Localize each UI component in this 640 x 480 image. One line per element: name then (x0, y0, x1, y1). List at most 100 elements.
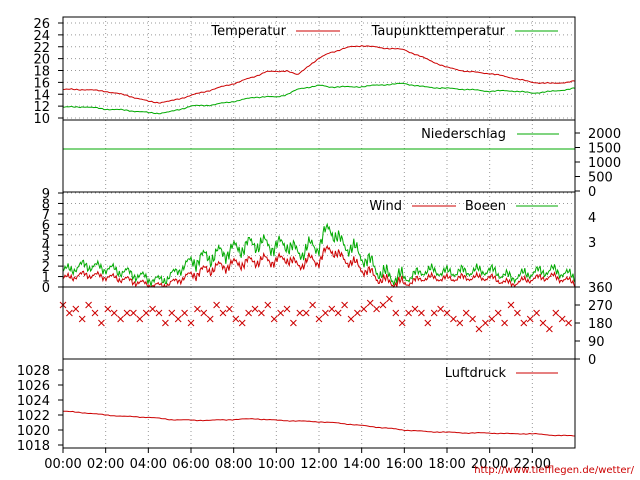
y-tick-label: 500 (588, 171, 613, 186)
legend-label: Boeen (465, 199, 506, 214)
wind-direction-point (104, 305, 112, 313)
y-tick-label: 1018 (17, 439, 50, 454)
legend-label: Niederschlag (421, 127, 506, 142)
y-tick-label: 7 (42, 208, 50, 223)
wind-direction-point (565, 319, 572, 327)
x-tick-label: 22:00 (514, 457, 551, 472)
y-tick-label: 360 (588, 281, 613, 296)
y-tick-label: 1000 (588, 156, 621, 171)
x-tick-label: 00:00 (44, 457, 81, 472)
panel-4: 0 90 180 270 360 (59, 281, 613, 368)
y-tick-label: 5 (42, 229, 50, 244)
wind-direction-point (558, 315, 566, 323)
source-url[interactable]: http://www.tiefflegen.de/wetter/ (474, 465, 634, 476)
wind-direction-point (187, 319, 195, 327)
wind-direction-point (258, 309, 265, 317)
wind-direction-point (200, 309, 208, 317)
wind-direction-point (136, 315, 144, 323)
y-tick-label: 1500 (588, 142, 621, 157)
wind-direction-point (130, 309, 137, 317)
wind-direction-point (354, 309, 361, 317)
wind-direction-point (405, 309, 412, 317)
wind-direction-point (110, 309, 118, 317)
y-tick-label: 6 (42, 218, 50, 233)
wind-direction-point (520, 319, 528, 327)
x-tick-label: 04:00 (130, 457, 167, 472)
y-tick-label: 9 (42, 187, 50, 202)
series-line-boeen (62, 222, 576, 287)
wind-direction-point (366, 299, 374, 307)
y-tick-label: 1024 (17, 394, 50, 409)
wind-direction-point (322, 309, 329, 317)
wind-direction-point (526, 315, 534, 323)
y-tick-label: 24 (33, 29, 50, 44)
wind-direction-point (482, 319, 489, 327)
x-tick-label: 02:00 (87, 457, 124, 472)
wind-direction-point (213, 301, 220, 309)
wind-direction-point (424, 319, 432, 327)
wind-direction-point (552, 309, 560, 317)
wind-direction-point (181, 309, 188, 317)
x-tick-label: 06:00 (172, 457, 209, 472)
y-tick-label: 16 (33, 76, 50, 91)
wind-direction-point (194, 305, 201, 313)
legend-label: Luftdruck (445, 366, 507, 381)
y-tick-label: 3 (42, 250, 50, 265)
wind-direction-point (437, 305, 444, 313)
series-line-luftdruck (63, 410, 576, 437)
x-tick-label: 10:00 (258, 457, 295, 472)
y-tick-label: 10 (33, 112, 50, 127)
series-line-taupunkttemperatur (62, 82, 576, 115)
wind-direction-point (174, 315, 182, 323)
y-tick-label: 14 (33, 88, 50, 103)
legend-label: Taupunkttemperatur (371, 24, 506, 39)
wind-direction-point (232, 315, 240, 323)
wind-direction-point (488, 315, 496, 323)
wind-direction-point (507, 301, 515, 309)
wind-direction-point (85, 301, 92, 309)
wind-direction-point (142, 309, 150, 317)
wind-direction-point (302, 309, 310, 317)
wind-direction-point (418, 309, 425, 317)
wind-direction-point (514, 309, 521, 317)
wind-direction-point (149, 305, 156, 313)
series-line-wind (62, 244, 576, 289)
wind-direction-point (277, 309, 284, 317)
wind-direction-point (72, 305, 80, 313)
y-tick-label: 20 (33, 53, 50, 68)
y-tick-label: 26 (33, 17, 50, 32)
legend-label: Temperatur (210, 24, 286, 39)
wind-direction-point (290, 319, 297, 327)
y-tick-label: 1022 (17, 409, 50, 424)
wind-direction-point (546, 325, 553, 333)
wind-direction-point (450, 315, 457, 323)
series-line-temperatur (62, 45, 576, 104)
y-tick-label: 1020 (17, 424, 50, 439)
x-tick-label: 08:00 (215, 457, 252, 472)
y-tick-label: 0 (588, 185, 596, 200)
wind-direction-point (539, 319, 547, 327)
wind-direction-point (296, 309, 304, 317)
wind-direction-point (328, 305, 336, 313)
wind-direction-point (168, 309, 176, 317)
wind-direction-point (462, 309, 470, 317)
wind-direction-point (219, 309, 227, 317)
y-tick-label: 18 (33, 65, 50, 80)
y-tick-label: 270 (588, 299, 613, 314)
x-tick-label: 20:00 (471, 457, 508, 472)
y-tick-label: 8 (42, 197, 50, 212)
x-tick-label: 12:00 (300, 457, 337, 472)
wind-direction-point (475, 325, 483, 333)
wind-direction-point (123, 309, 131, 317)
wind-direction-point (264, 301, 272, 309)
wind-direction-point (398, 319, 406, 327)
wind-direction-point (315, 315, 323, 323)
wind-direction-point (162, 319, 169, 327)
y-tick-label: 12 (33, 100, 50, 115)
y-tick-label: 22 (33, 41, 50, 56)
wind-direction-point (494, 309, 502, 317)
wind-direction-point (373, 305, 380, 313)
